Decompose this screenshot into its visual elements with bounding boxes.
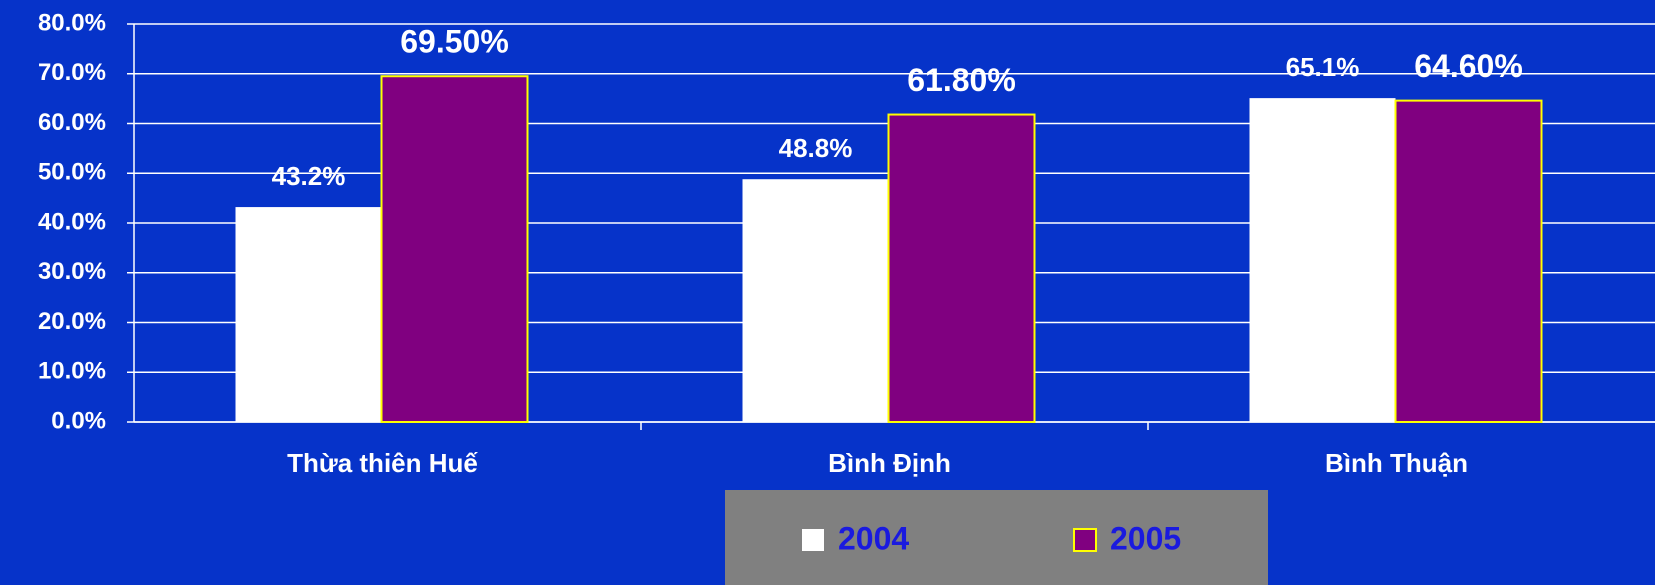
y-tick-label: 70.0% xyxy=(38,59,106,86)
y-tick-label: 10.0% xyxy=(38,358,106,385)
y-tick-label: 50.0% xyxy=(38,159,106,186)
value-label: 65.1% xyxy=(1286,52,1360,82)
value-label: 69.50% xyxy=(400,24,509,60)
bar xyxy=(742,179,889,422)
value-label: 48.8% xyxy=(779,133,853,163)
bar xyxy=(235,207,382,422)
legend-swatch xyxy=(1073,528,1097,552)
legend-label: 2004 xyxy=(838,520,909,556)
y-tick-label: 0.0% xyxy=(51,407,106,434)
legend-label: 2005 xyxy=(1110,520,1181,556)
y-tick-label: 40.0% xyxy=(38,208,106,235)
legend-swatch xyxy=(802,529,824,551)
y-tick-label: 80.0% xyxy=(38,9,106,36)
value-label: 61.80% xyxy=(907,62,1016,98)
bar xyxy=(1394,99,1543,424)
x-tick-label: Bình Thuận xyxy=(1325,448,1468,478)
bar xyxy=(380,75,529,424)
y-tick-label: 60.0% xyxy=(38,109,106,136)
x-tick-label: Thừa thiên Huế xyxy=(287,448,478,478)
value-label: 64.60% xyxy=(1414,48,1523,84)
y-tick-label: 30.0% xyxy=(38,258,106,285)
bar xyxy=(887,113,1036,423)
x-tick-label: Bình Định xyxy=(828,448,951,478)
value-label: 43.2% xyxy=(272,161,346,191)
y-tick-label: 20.0% xyxy=(38,308,106,335)
bar xyxy=(1249,98,1396,422)
